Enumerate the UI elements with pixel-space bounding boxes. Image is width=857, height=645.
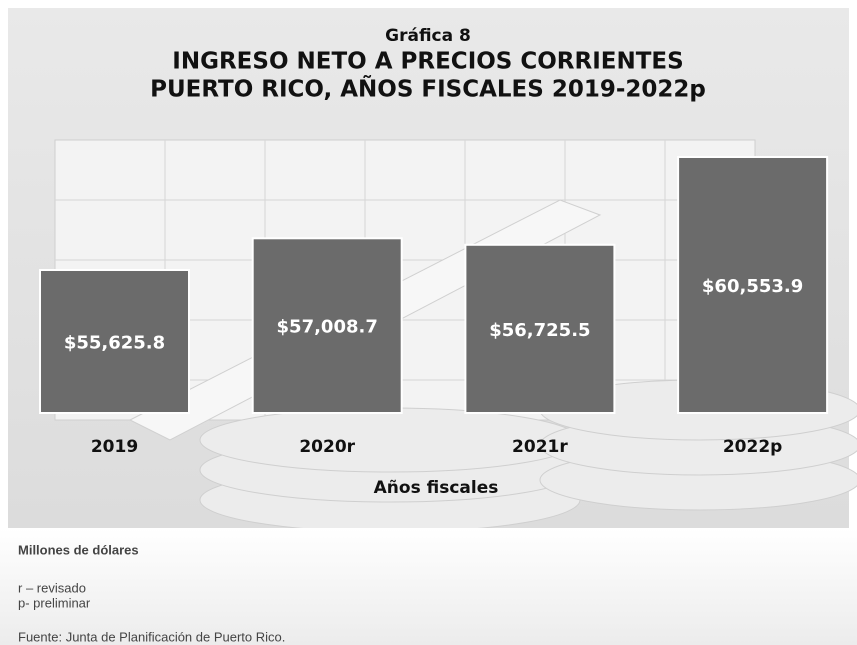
bar [39, 269, 190, 414]
x-tick-label: 2021r [512, 437, 568, 457]
chart-title: INGRESO NETO A PRECIOS CORRIENTES [172, 49, 683, 75]
value-label: $55,625.8 [64, 333, 165, 354]
source: Fuente: Junta de Planificación de Puerto… [18, 629, 285, 644]
x-tick-label: 2022p [723, 437, 782, 457]
chart-title: PUERTO RICO, AÑOS FISCALES 2019-2022p [150, 75, 706, 103]
bar [251, 237, 403, 414]
value-label: $57,008.7 [277, 317, 378, 338]
x-tick-label: 2019 [91, 437, 138, 457]
value-label: $60,553.9 [702, 276, 803, 297]
chart-label: Gráfica 8 [385, 26, 471, 46]
unit-note: Millones de dólares [18, 542, 139, 557]
value-label: $56,725.5 [489, 320, 590, 341]
x-axis-label: Años fiscales [374, 478, 499, 498]
bar [464, 243, 616, 414]
note: p- preliminar [18, 595, 91, 610]
bar [677, 156, 829, 414]
note: r – revisado [18, 580, 86, 595]
decor-coins [199, 379, 857, 533]
footer-background [0, 528, 857, 645]
x-tick-label: 2020r [299, 437, 355, 457]
